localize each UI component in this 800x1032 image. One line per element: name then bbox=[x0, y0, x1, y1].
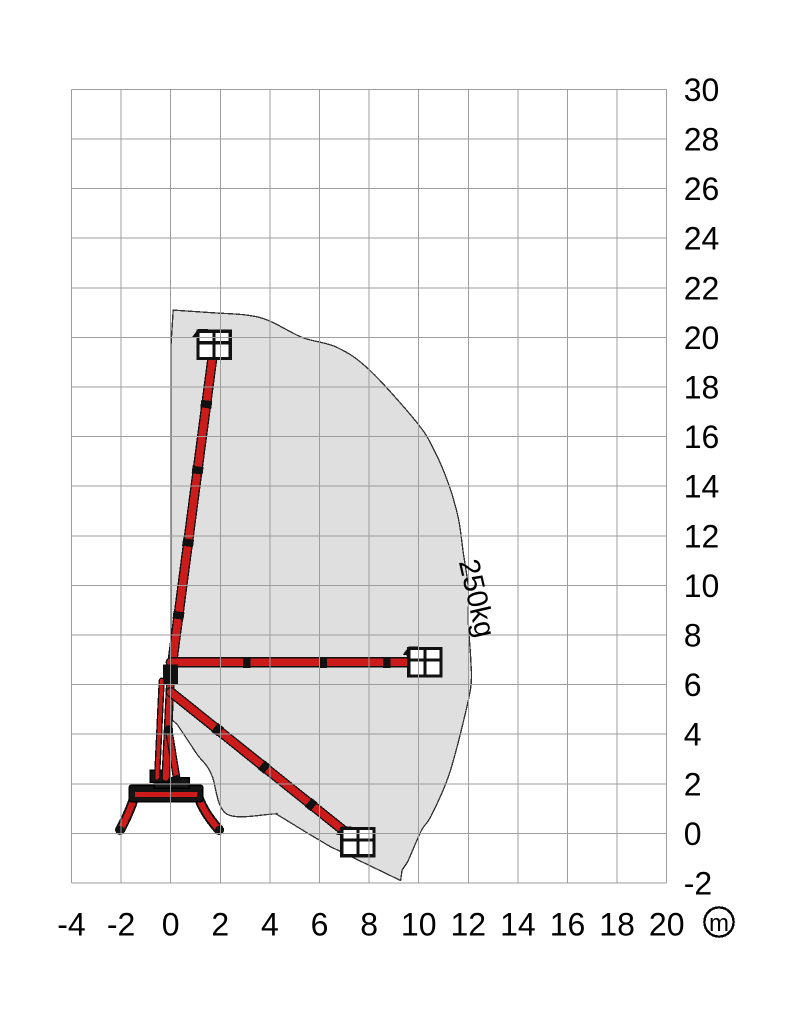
svg-text:26: 26 bbox=[684, 171, 720, 207]
svg-text:0: 0 bbox=[162, 907, 180, 943]
svg-text:2: 2 bbox=[684, 766, 702, 802]
svg-text:20: 20 bbox=[684, 320, 720, 356]
svg-text:16: 16 bbox=[550, 907, 586, 943]
svg-text:12: 12 bbox=[684, 518, 720, 554]
svg-text:-4: -4 bbox=[57, 907, 85, 943]
svg-text:-2: -2 bbox=[684, 866, 712, 902]
svg-text:20: 20 bbox=[649, 907, 685, 943]
svg-text:4: 4 bbox=[684, 717, 702, 753]
svg-text:28: 28 bbox=[684, 122, 720, 158]
svg-text:6: 6 bbox=[684, 667, 702, 703]
svg-text:10: 10 bbox=[684, 568, 720, 604]
svg-text:m: m bbox=[709, 910, 729, 937]
svg-text:2: 2 bbox=[211, 907, 229, 943]
svg-text:14: 14 bbox=[500, 907, 536, 943]
svg-text:8: 8 bbox=[360, 907, 378, 943]
svg-text:30: 30 bbox=[684, 72, 720, 108]
svg-text:6: 6 bbox=[311, 907, 329, 943]
svg-text:22: 22 bbox=[684, 270, 720, 306]
svg-text:4: 4 bbox=[261, 907, 279, 943]
svg-text:16: 16 bbox=[684, 419, 720, 455]
svg-text:24: 24 bbox=[684, 221, 720, 257]
svg-text:-2: -2 bbox=[107, 907, 135, 943]
svg-text:8: 8 bbox=[684, 618, 702, 654]
svg-text:18: 18 bbox=[684, 370, 720, 406]
svg-text:10: 10 bbox=[401, 907, 437, 943]
svg-text:18: 18 bbox=[599, 907, 635, 943]
svg-text:12: 12 bbox=[451, 907, 487, 943]
svg-text:0: 0 bbox=[684, 816, 702, 852]
svg-text:14: 14 bbox=[684, 469, 720, 505]
